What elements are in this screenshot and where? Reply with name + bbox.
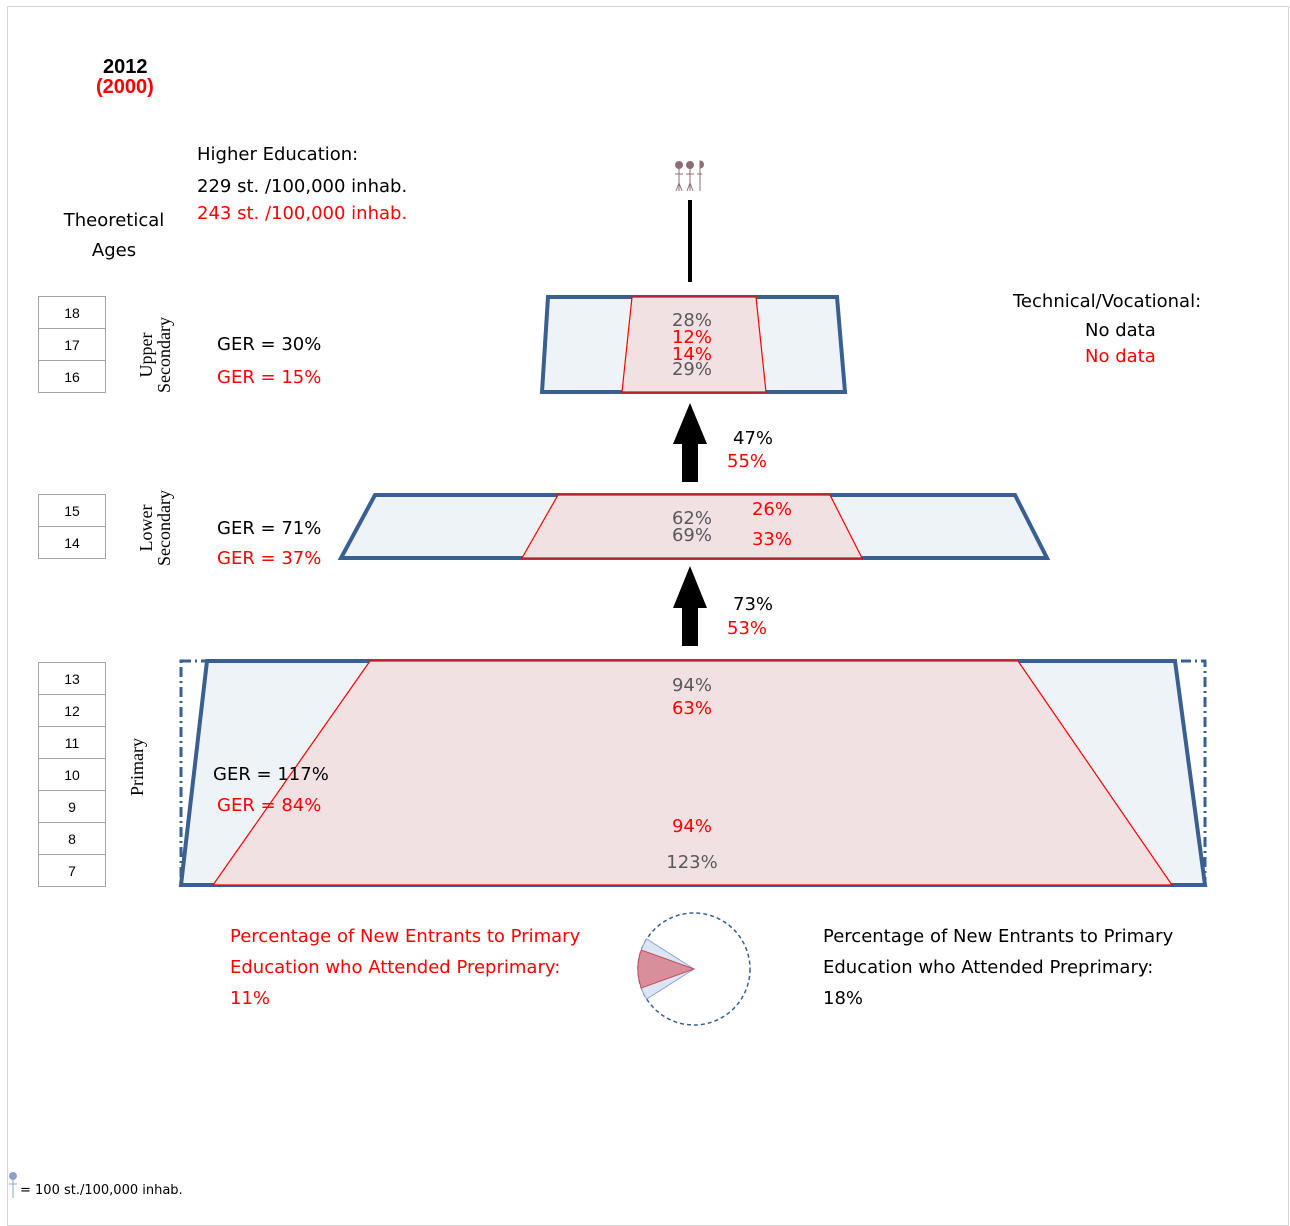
lower-secondary-ages-table: 15 14: [38, 494, 106, 559]
lower-secondary-ger-previous: GER = 37%: [217, 548, 322, 569]
primary-inner-trapezoid: [211, 660, 1174, 886]
primary-top-current: 94%: [671, 675, 712, 696]
upper-secondary-ger-current: GER = 30%: [217, 334, 322, 355]
technical-vocational-previous: No data: [1085, 346, 1156, 367]
arrow-primary-to-lower-secondary: [673, 566, 707, 646]
age-cell: 11: [38, 726, 106, 759]
age-cell: 7: [38, 854, 106, 887]
technical-vocational-title: Technical/Vocational:: [1013, 291, 1202, 312]
upper-secondary-ger-previous: GER = 15%: [217, 367, 322, 388]
arrow-lower-to-upper-secondary: [673, 403, 707, 482]
year-current: 2012: [103, 56, 148, 78]
technical-vocational-current: No data: [1085, 320, 1156, 341]
footnote-legend: = 100 st./100,000 inhab.: [20, 1183, 183, 1198]
age-cell: 15: [38, 494, 106, 527]
upper-secondary-inner-trapezoid: [621, 296, 767, 393]
preprimary-previous-wedge: [637, 949, 696, 989]
age-cell: 14: [38, 526, 106, 559]
transition-lower-to-upper-previous: 55%: [727, 451, 768, 472]
primary-label: Primary: [127, 738, 147, 796]
upper-secondary-top-current: 28%: [671, 310, 712, 331]
primary-top-previous: 63%: [671, 698, 712, 719]
age-cell: 9: [38, 790, 106, 823]
transition-primary-to-lower-current: 73%: [733, 594, 774, 615]
education-pyramid-graphic: [9, 160, 1208, 1198]
age-cell: 13: [38, 662, 106, 695]
higher-education-previous: 243 st. /100,000 inhab.: [197, 203, 408, 224]
student-figure-legend-icon: [9, 1172, 17, 1198]
age-cell: 10: [38, 758, 106, 791]
age-cell: 8: [38, 822, 106, 855]
lower-secondary-label: Lower Secondary: [136, 490, 174, 566]
student-figures-icon: [675, 160, 704, 192]
primary-ger-previous: GER = 84%: [217, 795, 322, 816]
age-cell: 12: [38, 694, 106, 727]
age-cell: 18: [38, 296, 106, 329]
lower-secondary-bottom-current: 69%: [671, 525, 712, 546]
higher-education-title: Higher Education:: [197, 144, 359, 165]
lower-secondary-top-previous: 26%: [751, 499, 792, 520]
transition-lower-to-upper-current: 47%: [733, 428, 774, 449]
primary-ages-table: 13 12 11 10 9 8 7: [38, 662, 106, 887]
lower-secondary-bottom-previous: 33%: [751, 529, 792, 550]
lower-secondary-inner-trapezoid: [520, 494, 863, 559]
year-previous: (2000): [96, 76, 154, 98]
upper-secondary-bottom-current: 29%: [671, 359, 712, 380]
primary-bottom-previous: 94%: [671, 816, 712, 837]
preprimary-previous-text: Percentage of New Entrants to Primary Ed…: [230, 926, 581, 1009]
upper-secondary-ages-table: 18 17 16: [38, 296, 106, 393]
upper-secondary-bottom-previous: 14%: [671, 344, 712, 365]
primary-bottom-current: 123%: [666, 852, 718, 873]
lower-secondary-top-current: 62%: [671, 508, 712, 529]
age-cell: 16: [38, 360, 106, 393]
theoretical-ages-label: Theoretical Ages: [63, 210, 165, 261]
lower-secondary-ger-current: GER = 71%: [217, 518, 322, 539]
primary-ger-current: GER = 117%: [213, 764, 329, 785]
preprimary-current-text: Percentage of New Entrants to Primary Ed…: [823, 926, 1174, 1009]
upper-secondary-label: Upper Secondary: [136, 317, 174, 393]
upper-secondary-top-previous: 12%: [671, 327, 712, 348]
age-cell: 17: [38, 328, 106, 361]
higher-education-current: 229 st. /100,000 inhab.: [197, 176, 408, 197]
transition-primary-to-lower-previous: 53%: [727, 618, 768, 639]
